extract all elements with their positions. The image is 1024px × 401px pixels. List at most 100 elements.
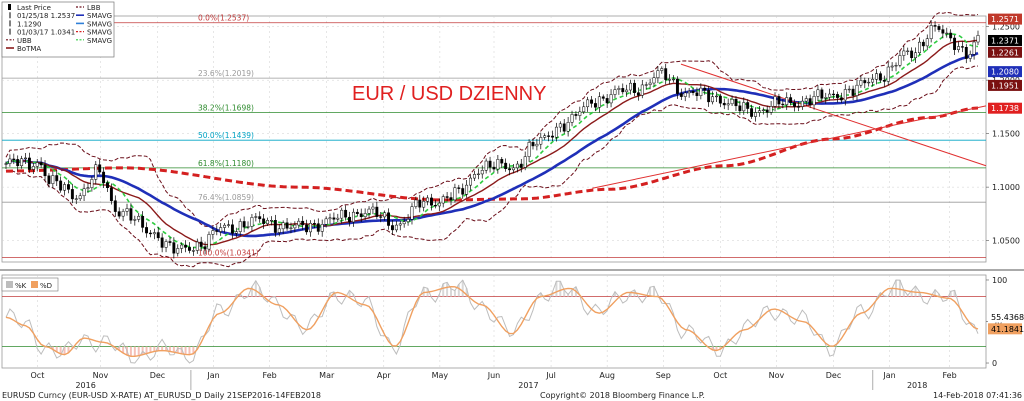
legend-box bbox=[1, 1, 115, 58]
candle-body bbox=[285, 222, 289, 229]
candle-body bbox=[925, 38, 929, 47]
stoch-y-tick-label: 100 bbox=[992, 276, 1007, 285]
candle-body bbox=[746, 102, 750, 109]
candle-body bbox=[672, 78, 675, 81]
candle-body bbox=[289, 227, 293, 229]
candle-body bbox=[12, 158, 16, 161]
candle-body bbox=[469, 177, 472, 186]
uptrend-trend-line bbox=[592, 105, 987, 189]
candle-body bbox=[422, 201, 426, 208]
fibonacci-level-label: 76.4%(1.0859) bbox=[198, 193, 254, 202]
candle-body bbox=[367, 208, 371, 214]
price-value-tag bbox=[988, 102, 1022, 114]
candle-body bbox=[836, 94, 839, 98]
candle-body bbox=[430, 197, 433, 206]
upper-bollinger-band bbox=[5, 11, 979, 228]
candle-body bbox=[652, 77, 656, 84]
candle-body bbox=[609, 94, 613, 104]
legend-swatch bbox=[8, 4, 11, 10]
candle-body bbox=[586, 99, 590, 108]
y-tick-label: 1.1500 bbox=[992, 130, 1020, 139]
moving-averages-layer bbox=[5, 32, 979, 249]
candle-body bbox=[633, 82, 636, 93]
value-tags: 1.2571 1.2371 1.2261 1.2080 1.1951 1.1738 55.4… bbox=[988, 13, 1024, 335]
candle-body bbox=[554, 126, 558, 138]
candle-body bbox=[320, 224, 324, 232]
candle-body bbox=[472, 174, 476, 179]
candle-body bbox=[941, 29, 945, 34]
candle-body bbox=[636, 92, 640, 96]
candle-body bbox=[242, 221, 246, 228]
candle-body bbox=[875, 73, 878, 80]
candle-body bbox=[254, 216, 258, 218]
candle-body bbox=[832, 93, 836, 96]
footer-right: 14-Feb-2018 07:41:36 bbox=[933, 391, 1022, 400]
candle-body bbox=[74, 198, 78, 200]
legend-label: SMAVG bbox=[87, 37, 112, 45]
candle-body bbox=[336, 217, 340, 220]
x-tick-label: Oct bbox=[31, 371, 45, 380]
candle-body bbox=[340, 209, 344, 219]
candle-body bbox=[742, 102, 746, 112]
candle-body bbox=[715, 95, 718, 98]
candle-body bbox=[375, 206, 379, 217]
candle-body bbox=[957, 46, 960, 50]
candle-body bbox=[839, 97, 843, 101]
footer-center: Copyright© 2018 Bloomberg Finance L.P. bbox=[540, 391, 705, 400]
candle-body bbox=[476, 173, 480, 175]
candle-body bbox=[137, 215, 141, 220]
candle-body bbox=[441, 196, 445, 204]
price-value-tag bbox=[988, 79, 1022, 91]
candle-body bbox=[191, 250, 195, 252]
legend-label: Last Price bbox=[17, 4, 51, 12]
candle-body bbox=[203, 246, 207, 250]
candle-body bbox=[675, 78, 679, 94]
candle-body bbox=[309, 223, 312, 233]
candle-body bbox=[890, 65, 894, 68]
candle-body bbox=[910, 50, 914, 59]
candle-body bbox=[24, 157, 27, 159]
candle-body bbox=[461, 188, 465, 195]
x-tick-label: Jun bbox=[487, 371, 501, 380]
candle-body bbox=[914, 52, 917, 59]
candle-body bbox=[492, 166, 496, 170]
candle-body bbox=[504, 162, 508, 169]
candle-body bbox=[156, 232, 160, 239]
candle-body bbox=[269, 220, 273, 222]
legend-label: 01/25/18 1.2537 bbox=[17, 12, 75, 20]
candle-body bbox=[277, 228, 281, 233]
candle-body bbox=[558, 123, 562, 128]
price-value-tag-label: 1.2080 bbox=[991, 68, 1019, 77]
candle-body bbox=[332, 217, 336, 220]
price-value-tag bbox=[988, 13, 1022, 25]
candle-body bbox=[515, 163, 519, 169]
candle-body bbox=[67, 184, 70, 190]
candle-body bbox=[761, 109, 765, 111]
candle-body bbox=[562, 123, 566, 132]
stoch-legend-label: %K bbox=[15, 282, 27, 290]
candle-body bbox=[886, 66, 890, 82]
candle-body bbox=[730, 98, 734, 105]
candle-body bbox=[55, 175, 59, 182]
candle-body bbox=[480, 170, 484, 175]
candle-body bbox=[660, 68, 664, 71]
candle-body bbox=[679, 93, 683, 97]
candle-body bbox=[894, 64, 898, 67]
stochastic-k-line bbox=[5, 279, 979, 364]
candle-body bbox=[960, 46, 964, 48]
stochastic-legend: %K %D bbox=[1, 277, 59, 292]
candle-body bbox=[512, 167, 515, 171]
candle-body bbox=[106, 182, 109, 189]
candle-body bbox=[195, 241, 199, 251]
candle-body bbox=[305, 224, 309, 233]
candle-body bbox=[316, 223, 320, 232]
candle-body bbox=[426, 197, 430, 202]
candle-body bbox=[82, 188, 86, 197]
candle-body bbox=[796, 106, 800, 108]
candle-body bbox=[297, 220, 301, 226]
candle-body bbox=[757, 110, 761, 113]
footer-left: EURUSD Curncy (EUR-USD X-RATE) AT_EURUSD… bbox=[2, 391, 321, 400]
x-tick-label: Jul bbox=[545, 371, 556, 380]
candle-body bbox=[527, 142, 531, 157]
candle-body bbox=[867, 81, 871, 84]
